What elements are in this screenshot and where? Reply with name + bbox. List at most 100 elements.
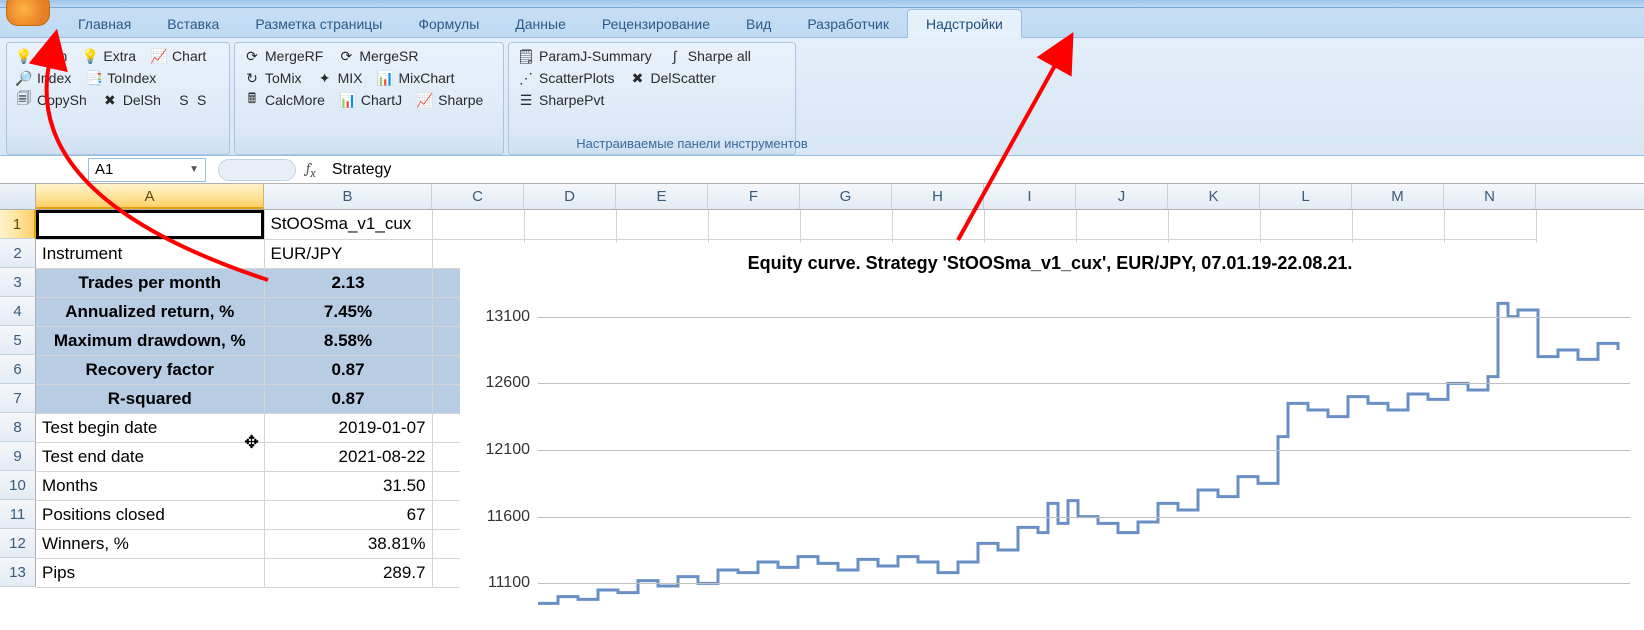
cell-A5[interactable]: Maximum drawdown, % [36, 326, 264, 355]
ribbon-btn-ParamJ-Summary[interactable]: 🗒ParamJ-Summary [517, 47, 652, 65]
col-header-N[interactable]: N [1444, 184, 1536, 209]
select-all-corner[interactable] [0, 184, 36, 209]
cell-B1[interactable]: StOOSma_v1_cux [264, 210, 432, 239]
col-header-F[interactable]: F [708, 184, 800, 209]
formula-input[interactable] [326, 159, 1644, 181]
cell-A11[interactable]: Positions closed [36, 500, 264, 529]
row-header-13[interactable]: 13 [0, 558, 36, 587]
row-header-9[interactable]: 9 [0, 442, 36, 471]
cell-K1[interactable] [1168, 210, 1260, 239]
tab-Надстройки[interactable]: Надстройки [907, 9, 1022, 38]
cell-J1[interactable] [1076, 210, 1168, 239]
row-header-4[interactable]: 4 [0, 297, 36, 326]
cell-B8[interactable]: 2019-01-07 [264, 413, 432, 442]
cell-H1[interactable] [892, 210, 984, 239]
ribbon-btn-MIX[interactable]: ✦MIX [316, 69, 363, 87]
ribbon-btn-DelSh[interactable]: ✖DelSh [101, 91, 161, 109]
cell-B2[interactable]: EUR/JPY [264, 239, 432, 268]
row-header-5[interactable]: 5 [0, 326, 36, 355]
row-header-3[interactable]: 3 [0, 268, 36, 297]
ribbon-btn-DelScatter[interactable]: ✖DelScatter [628, 69, 715, 87]
col-header-E[interactable]: E [616, 184, 708, 209]
col-header-D[interactable]: D [524, 184, 616, 209]
ribbon-btn-Sharpe[interactable]: 📈Sharpe [416, 91, 483, 109]
cell-A2[interactable]: Instrument [36, 239, 264, 268]
cell-L1[interactable] [1260, 210, 1352, 239]
tab-Вид[interactable]: Вид [728, 10, 789, 37]
cell-A13[interactable]: Pips [36, 558, 264, 587]
col-header-A[interactable]: A [36, 184, 264, 209]
cell-F1[interactable] [708, 210, 800, 239]
tab-Формулы[interactable]: Формулы [400, 10, 497, 37]
cell-B3[interactable]: 2.13 [264, 268, 432, 297]
fx-icon[interactable]: fx [306, 159, 316, 181]
cell-A12[interactable]: Winners, % [36, 529, 264, 558]
col-header-L[interactable]: L [1260, 184, 1352, 209]
col-header-H[interactable]: H [892, 184, 984, 209]
tab-Рецензирование[interactable]: Рецензирование [584, 10, 728, 37]
ribbon-btn-ToIndex[interactable]: 📑ToIndex [85, 69, 156, 87]
ribbon-btn-Chart[interactable]: 📈Chart [150, 47, 206, 65]
col-header-K[interactable]: K [1168, 184, 1260, 209]
cell-B10[interactable]: 31.50 [264, 471, 432, 500]
row-header-10[interactable]: 10 [0, 471, 36, 500]
row-header-12[interactable]: 12 [0, 529, 36, 558]
col-header-M[interactable]: M [1352, 184, 1444, 209]
ribbon-btn-Index[interactable]: 🔎Index [15, 69, 71, 87]
cell-I1[interactable] [984, 210, 1076, 239]
cell-A10[interactable]: Months [36, 471, 264, 500]
cell-N1[interactable] [1444, 210, 1536, 239]
row-header-6[interactable]: 6 [0, 355, 36, 384]
row-header-11[interactable]: 11 [0, 500, 36, 529]
cell-D1[interactable] [524, 210, 616, 239]
ribbon-btn-ScatterPlots[interactable]: ⋰ScatterPlots [517, 69, 614, 87]
cell-B12[interactable]: 38.81% [264, 529, 432, 558]
col-header-I[interactable]: I [984, 184, 1076, 209]
cell-E1[interactable] [616, 210, 708, 239]
cell-A9[interactable]: Test end date [36, 442, 264, 471]
ribbon-btn-Extra[interactable]: 💡Extra [81, 47, 136, 65]
ribbon-btn-MergeSR[interactable]: ⟳MergeSR [337, 47, 418, 65]
ribbon-btn-Sharpe-all[interactable]: ∫Sharpe all [666, 47, 751, 65]
cell-B11[interactable]: 67 [264, 500, 432, 529]
cell-B13[interactable]: 289.7 [264, 558, 432, 587]
ribbon-btn-MixChart[interactable]: 📊MixChart [376, 69, 454, 87]
dropdown-icon[interactable]: ▼ [189, 164, 199, 175]
ribbon-btn-ChartJ[interactable]: 📊ChartJ [339, 91, 402, 109]
ribbon-btn-SharpePvt[interactable]: ☰SharpePvt [517, 91, 604, 109]
name-box[interactable]: A1 ▼ [88, 158, 206, 182]
ribbon-btn-MergeRF[interactable]: ⟳MergeRF [243, 47, 323, 65]
col-header-J[interactable]: J [1076, 184, 1168, 209]
row-header-1[interactable]: 1 [0, 210, 36, 239]
col-header-G[interactable]: G [800, 184, 892, 209]
cell-A7[interactable]: R-squared [36, 384, 264, 413]
ribbon-btn-CalcMore[interactable]: 🖩CalcMore [243, 91, 325, 109]
cell-A8[interactable]: Test begin date [36, 413, 264, 442]
ribbon-btn-S[interactable]: SS [175, 91, 206, 109]
tab-Разработчик[interactable]: Разработчик [789, 10, 907, 37]
tab-Данные[interactable]: Данные [497, 10, 584, 37]
cell-M1[interactable] [1352, 210, 1444, 239]
cell-A3[interactable]: Trades per month [36, 268, 264, 297]
tab-Вставка[interactable]: Вставка [149, 10, 237, 37]
cell-A1[interactable]: Strategy [36, 210, 264, 239]
cell-B9[interactable]: 2021-08-22 [264, 442, 432, 471]
tab-Главная[interactable]: Главная [60, 10, 149, 37]
cell-B4[interactable]: 7.45% [264, 297, 432, 326]
row-header-8[interactable]: 8 [0, 413, 36, 442]
cell-B6[interactable]: 0.87 [264, 355, 432, 384]
ribbon-btn-Main[interactable]: 💡Main [15, 47, 67, 65]
ribbon-btn-CopySh[interactable]: 🗐CopySh [15, 91, 87, 109]
cell-C1[interactable] [432, 210, 524, 239]
col-header-C[interactable]: C [432, 184, 524, 209]
fx-btn-group[interactable] [218, 159, 296, 181]
row-header-7[interactable]: 7 [0, 384, 36, 413]
office-button[interactable] [6, 0, 50, 26]
ribbon-btn-ToMix[interactable]: ↻ToMix [243, 69, 302, 87]
cell-B7[interactable]: 0.87 [264, 384, 432, 413]
row-header-2[interactable]: 2 [0, 239, 36, 268]
cell-A4[interactable]: Annualized return, % [36, 297, 264, 326]
tab-Разметка страницы[interactable]: Разметка страницы [237, 10, 400, 37]
cell-G1[interactable] [800, 210, 892, 239]
cell-A6[interactable]: Recovery factor [36, 355, 264, 384]
